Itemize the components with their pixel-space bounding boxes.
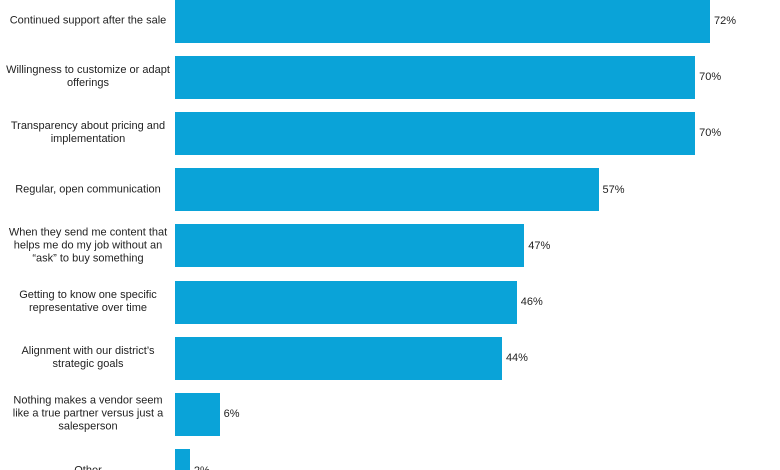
category-label: When they send me content that helps me … bbox=[8, 226, 168, 265]
value-label: 6% bbox=[223, 408, 240, 421]
bar bbox=[175, 449, 190, 470]
bar bbox=[175, 168, 599, 212]
value-label: 70% bbox=[699, 71, 722, 84]
value-label: 44% bbox=[505, 352, 528, 365]
category-label: Nothing makes a vendor seem like a true … bbox=[12, 394, 164, 433]
value-label: 72% bbox=[714, 15, 737, 27]
value-label: 47% bbox=[528, 239, 551, 252]
category-label: Willingness to customize or adapt offeri… bbox=[6, 64, 170, 90]
bar bbox=[175, 55, 696, 99]
category-label: Continued support after the sale bbox=[9, 14, 167, 27]
bar bbox=[175, 280, 517, 324]
value-label: 46% bbox=[520, 296, 543, 308]
category-label: Alignment with our district’s strategic … bbox=[21, 345, 155, 371]
category-label: Getting to know one specific representat… bbox=[19, 289, 157, 314]
bar bbox=[175, 336, 502, 380]
category-label: Other bbox=[4, 464, 172, 470]
bar bbox=[175, 392, 220, 436]
value-label: 2% bbox=[194, 465, 210, 470]
bar bbox=[175, 111, 696, 155]
value-label: 70% bbox=[699, 127, 722, 140]
value-label: 57% bbox=[602, 183, 625, 196]
bar bbox=[175, 224, 525, 268]
category-label: Regular, open communication bbox=[15, 183, 161, 196]
category-label: Transparency about pricing and implement… bbox=[10, 120, 166, 146]
bar bbox=[175, 0, 710, 43]
